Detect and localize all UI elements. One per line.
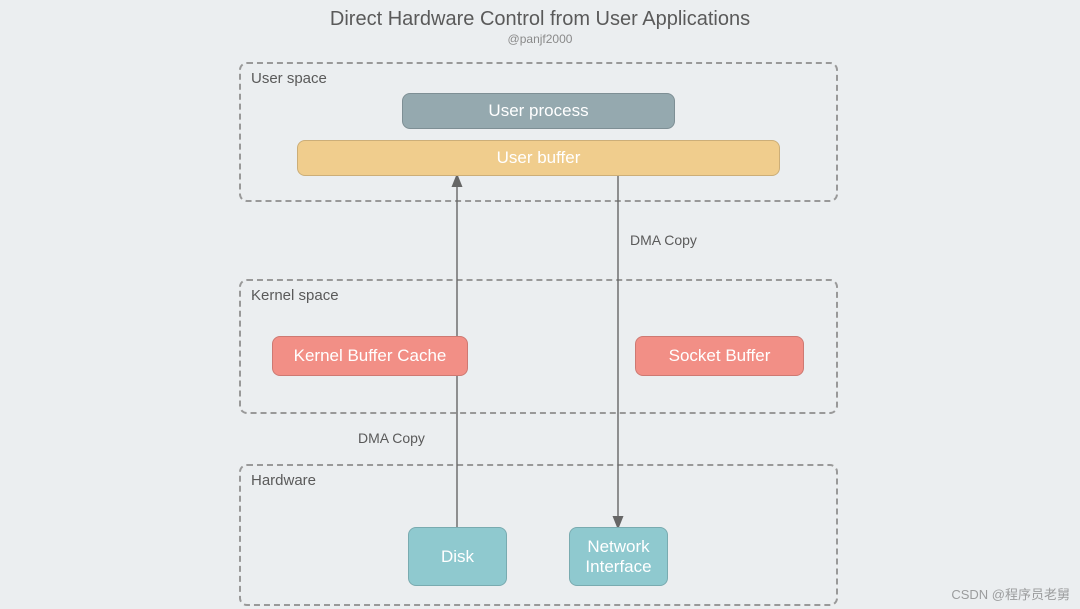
node-disk: Disk (408, 527, 507, 586)
node-ubuf: User buffer (297, 140, 780, 176)
zone-hw: Hardware (239, 464, 838, 606)
diagram-subtitle: @panjf2000 (0, 32, 1080, 46)
zone-label-kernel: Kernel space (251, 287, 339, 304)
node-uproc: User process (402, 93, 675, 129)
node-kbc: Kernel Buffer Cache (272, 336, 468, 376)
diagram-title: Direct Hardware Control from User Applic… (0, 8, 1080, 31)
zone-label-hw: Hardware (251, 472, 316, 489)
edge-label-ubuf-to-nic: DMA Copy (630, 232, 697, 248)
node-sbuf: Socket Buffer (635, 336, 804, 376)
node-nic: Network Interface (569, 527, 668, 586)
zone-label-user: User space (251, 70, 327, 87)
zone-user: User space (239, 62, 838, 202)
edge-label-disk-to-ubuf: DMA Copy (358, 430, 425, 446)
watermark: CSDN @程序员老舅 (951, 584, 1070, 603)
